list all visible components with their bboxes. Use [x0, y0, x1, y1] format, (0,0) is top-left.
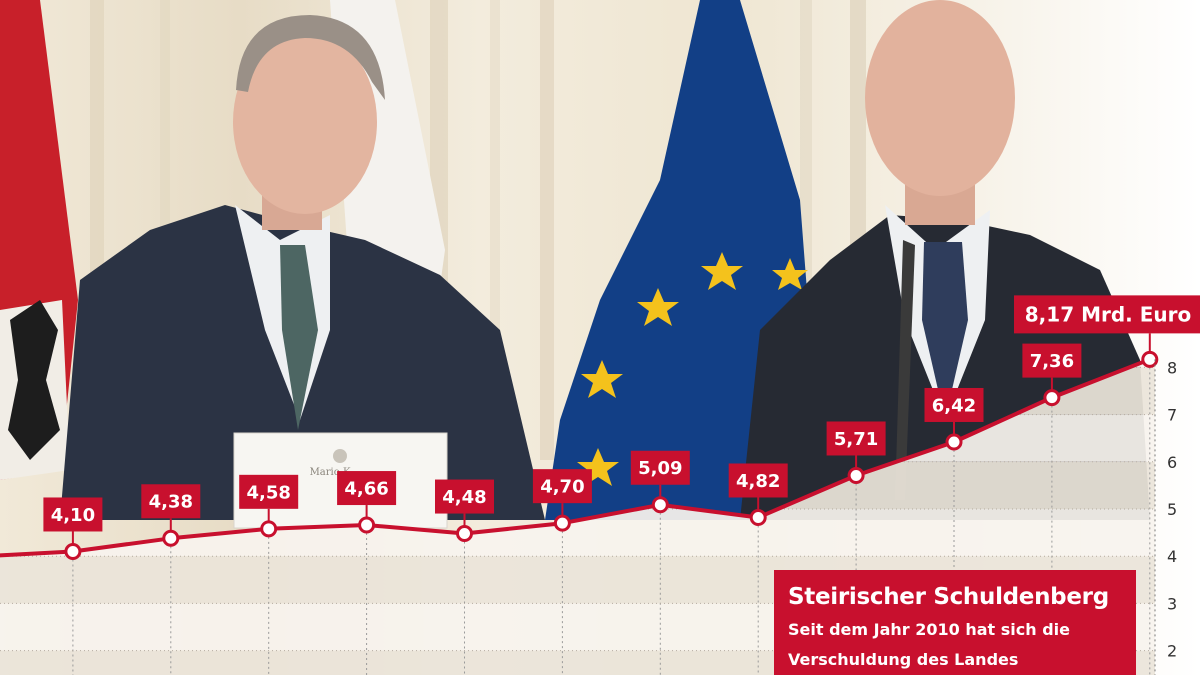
chart-data-labels: 4,10 4,38 4,58 4,66 4,48 4,70 5,09 4,82 5,71 6,42… — [43, 295, 1200, 545]
label-box-2019 — [826, 421, 886, 456]
data-label-2011: 4,10 — [51, 505, 95, 526]
data-label-2014: 4,66 — [344, 479, 388, 500]
crest-icon — [333, 449, 347, 463]
data-label-2012: 4,38 — [149, 492, 193, 513]
data-point-2017 — [651, 496, 669, 514]
data-point-2015 — [456, 525, 473, 543]
data-point-2013 — [260, 520, 278, 538]
y-tick-5: 5 — [1167, 500, 1177, 519]
y-tick-4: 4 — [1167, 547, 1177, 566]
label-box-2017 — [630, 450, 690, 485]
microphone-icon — [895, 240, 915, 500]
label-box-2014 — [337, 471, 397, 506]
data-label-2018: 4,82 — [736, 471, 780, 492]
y-tick-2: 2 — [1167, 642, 1177, 661]
label-box-2011 — [43, 497, 103, 532]
label-box-2020 — [924, 387, 984, 422]
data-label-2013: 4,58 — [246, 482, 290, 503]
data-label-2019: 5,71 — [834, 429, 878, 450]
y-tick-3: 3 — [1167, 594, 1177, 613]
data-point-2012 — [162, 529, 180, 547]
name-plate-text: Mario K — [310, 467, 351, 478]
label-box-2015 — [435, 479, 494, 514]
data-label-2017: 5,09 — [638, 458, 682, 479]
austria-flag — [0, 0, 78, 480]
info-box-text-line-2: Verschuldung des Landes Steiermark — [788, 650, 1019, 675]
data-label-2022: 8,17 Mrd. Euro — [1025, 303, 1191, 327]
data-point-2018 — [749, 508, 767, 526]
data-point-2021 — [1043, 389, 1061, 407]
info-box: Steirischer Schuldenberg Seit dem Jahr 2… — [774, 570, 1136, 675]
data-point-2011 — [64, 542, 82, 560]
info-box-title: Steirischer Schuldenberg — [788, 584, 1109, 610]
y-tick-7: 7 — [1167, 406, 1177, 425]
label-box-2016 — [532, 469, 592, 504]
data-point-2016 — [553, 514, 571, 532]
label-box-2022 — [1014, 295, 1200, 334]
label-box-2021 — [1022, 343, 1082, 378]
data-point-2019 — [847, 466, 865, 484]
label-box-2013 — [239, 474, 299, 509]
label-box-2012 — [141, 484, 201, 519]
data-label-2016: 4,70 — [540, 477, 584, 498]
data-point-2020 — [945, 433, 963, 451]
y-tick-6: 6 — [1167, 453, 1177, 472]
info-box-text-line-1: Seit dem Jahr 2010 hat sich die — [788, 620, 1070, 639]
data-label-2015: 4,48 — [442, 487, 486, 508]
data-point-2014 — [358, 516, 376, 534]
y-tick-8: 8 — [1167, 358, 1177, 377]
data-label-2020: 6,42 — [932, 395, 976, 416]
label-box-2018 — [728, 463, 788, 498]
data-label-2021: 7,36 — [1030, 351, 1074, 372]
chart-y-axis: 2 3 4 5 6 7 8 — [1154, 358, 1177, 675]
chart-band — [0, 359, 1155, 368]
